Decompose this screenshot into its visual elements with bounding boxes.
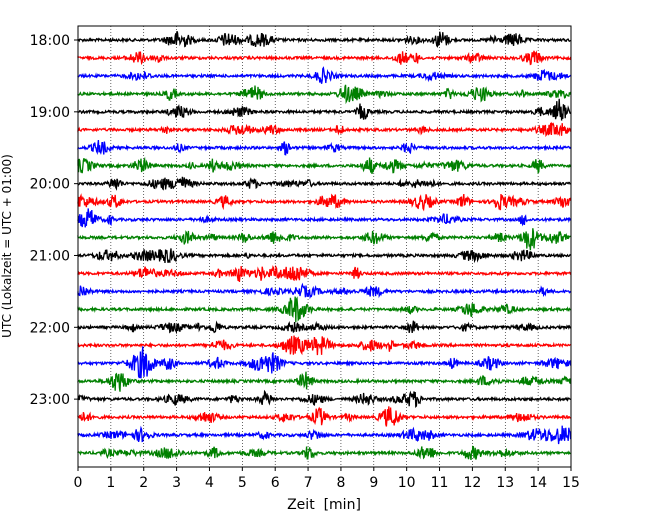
x-tick-label: 8	[336, 475, 345, 491]
y-axis-label: UTC (Lokalzeit = UTC + 01:00)	[0, 154, 14, 338]
trace-2345	[77, 445, 571, 461]
y-tick-label: 22:00	[30, 320, 70, 336]
trace-1945	[77, 156, 572, 175]
y-tick-label: 23:00	[30, 392, 70, 408]
trace-2245	[77, 371, 572, 392]
x-tick-label: 12	[463, 475, 481, 491]
x-tick-label: 13	[496, 475, 514, 491]
trace-2200	[77, 320, 572, 335]
trace-1900	[77, 98, 572, 121]
x-tick-label: 6	[271, 475, 280, 491]
trace-2100	[77, 248, 572, 264]
y-tick-label: 18:00	[30, 33, 70, 49]
trace-1915	[77, 121, 572, 138]
trace-2015	[77, 193, 572, 212]
trace-1815	[77, 50, 572, 66]
trace-2130	[77, 282, 572, 300]
x-tick-label: 14	[529, 475, 547, 491]
y-axis: 18:00 19:00 20:00 21:00 22:00 23:00	[30, 33, 78, 408]
x-tick-label: 15	[562, 475, 580, 491]
y-tick-label: 20:00	[30, 177, 70, 193]
x-tick-label: 0	[74, 475, 83, 491]
trace-2330	[77, 425, 572, 445]
trace-2045	[77, 228, 571, 251]
trace-2000	[77, 176, 571, 191]
y-tick-label: 19:00	[30, 105, 70, 121]
x-tick-label: 7	[304, 475, 313, 491]
x-tick-label: 10	[398, 475, 416, 491]
x-tick-label: 4	[205, 475, 214, 491]
trace-2145	[77, 296, 572, 323]
trace-2300	[77, 389, 571, 409]
trace-1845	[77, 84, 572, 105]
y-tick-label: 21:00	[30, 248, 70, 264]
x-axis: 0 1 2 3 4 5 6 7 8 9 10 11 12 13 14 15	[74, 467, 580, 491]
x-tick-label: 2	[139, 475, 148, 491]
trace-2030	[77, 208, 572, 228]
trace-2230	[77, 346, 572, 379]
x-axis-label: Zeit [min]	[287, 497, 361, 513]
x-tick-label: 9	[369, 475, 378, 491]
trace-2315	[77, 406, 571, 427]
trace-1800	[77, 31, 572, 48]
x-tick-label: 1	[106, 475, 115, 491]
x-tick-label: 3	[172, 475, 181, 491]
trace-1830	[77, 66, 572, 84]
trace-2215	[77, 335, 571, 356]
trace-1930	[77, 139, 572, 156]
traces	[77, 31, 572, 461]
trace-2115	[77, 264, 572, 283]
plot-frame	[77, 25, 572, 468]
x-tick-label: 5	[238, 475, 247, 491]
x-tick-label: 11	[431, 475, 449, 491]
